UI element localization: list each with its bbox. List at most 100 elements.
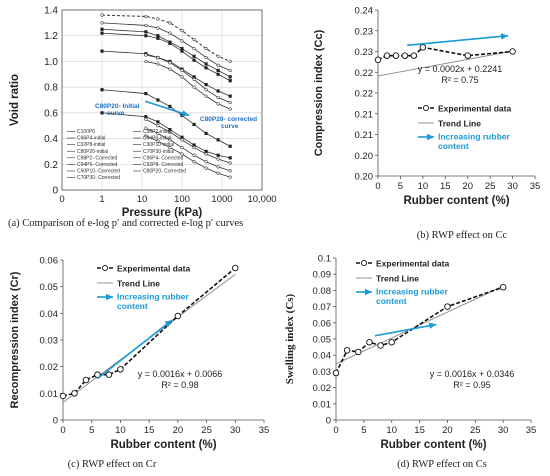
data-point — [156, 55, 160, 60]
x-tick-label: 100 — [174, 194, 190, 205]
data-point — [366, 338, 373, 346]
y-tick-label: 0.22 — [355, 89, 374, 100]
x-tick-label: 1 — [99, 194, 104, 205]
data-point — [192, 75, 196, 79]
x-tick-label: 15 — [440, 181, 451, 192]
x-tick-label: 0 — [333, 425, 338, 436]
x-tick-label: 25 — [201, 425, 212, 436]
x-tick-label: 15 — [144, 425, 155, 436]
data-point — [174, 312, 182, 320]
r-squared: R² = 0.95 — [453, 380, 490, 390]
data-point — [410, 52, 418, 59]
data-point — [228, 169, 232, 173]
y-tick-label: 0.06 — [313, 318, 332, 329]
data-point — [509, 48, 516, 55]
data-point — [228, 75, 232, 79]
series-line — [101, 14, 231, 62]
trend-line — [377, 50, 513, 77]
legend-entry: C92P8- Corrected — [143, 162, 184, 168]
y-tick-label: 0.07 — [313, 302, 332, 313]
annotation-corrected-2: curve — [221, 123, 239, 130]
legend-entry: C98P2- Corrected — [77, 155, 118, 161]
x-tick-label: 0 — [60, 425, 65, 436]
legend-rubber-2: content — [438, 141, 469, 151]
data-point — [168, 104, 172, 109]
data-point — [204, 46, 208, 51]
trend-line — [335, 285, 504, 365]
data-point — [464, 52, 471, 59]
arrow-head — [106, 293, 113, 301]
data-point — [180, 152, 184, 156]
x-tick-label: 30 — [498, 425, 509, 436]
y-tick-label: 0.4 — [44, 134, 58, 145]
data-point — [228, 79, 232, 83]
panel-c: 0 0.01 0.02 0.03 0.04 0.05 0.06 0 5 10 15 20 25 30 35 R… — [9, 256, 269, 471]
data-point — [216, 72, 220, 76]
data-point — [216, 68, 220, 73]
x-tick-label: 25 — [485, 181, 496, 192]
data-point — [401, 52, 409, 59]
data-point — [228, 107, 232, 111]
data-point — [204, 152, 208, 156]
y-tick-label: 0.05 — [40, 282, 59, 293]
y-tick-label: 0.23 — [355, 47, 374, 58]
data-point — [216, 63, 220, 67]
data-point — [156, 36, 160, 40]
data-point — [204, 82, 208, 87]
increasing-arrow — [374, 322, 437, 337]
experimental-line — [335, 286, 504, 374]
data-point — [144, 59, 148, 64]
data-point — [180, 135, 184, 139]
x-tick-label: 30 — [230, 425, 241, 436]
data-point — [82, 376, 90, 384]
y-tick-label: 0.06 — [40, 256, 59, 267]
experimental-line — [377, 46, 513, 61]
legend-entry: C70P30- Corrected — [77, 175, 120, 181]
data-point — [168, 138, 172, 142]
legend: Experimental data Trend Line Increasing ru… — [418, 104, 511, 151]
data-point — [180, 145, 184, 150]
y-axis-label: Void ratio — [9, 74, 21, 126]
data-point — [156, 62, 160, 66]
series-line — [101, 28, 231, 78]
y-tick-label: 0.03 — [313, 367, 332, 378]
legend-entry: C80P20- Corrected — [143, 169, 186, 175]
y-tick-label: 0.02 — [313, 383, 332, 394]
legend-experimental: Experimental data — [376, 259, 449, 269]
y-axis-label: Recompression index (Cr) — [9, 271, 21, 408]
series-line — [145, 127, 231, 172]
data-point — [228, 94, 232, 98]
x-tick-label: 20 — [442, 425, 453, 436]
y-tick-label: 0 — [326, 416, 331, 427]
series-line — [145, 135, 231, 178]
data-point — [156, 98, 160, 102]
legend-entry: C80P20-initial — [77, 149, 108, 155]
y-tick-label: 1.0 — [44, 57, 58, 68]
series-line — [145, 54, 231, 103]
data-point — [144, 34, 148, 38]
data-point — [192, 77, 196, 82]
data-point — [168, 67, 172, 71]
y-tick-label: 0.04 — [313, 351, 332, 362]
data-point — [59, 392, 67, 400]
data-point — [228, 59, 232, 64]
data-point — [204, 166, 208, 170]
data-point — [228, 144, 232, 148]
data-point — [232, 264, 239, 272]
data-point — [419, 44, 427, 51]
x-tick-label: 10 — [386, 425, 397, 436]
legend-entry: C96P4-initial — [77, 136, 105, 142]
data-point — [100, 49, 104, 53]
y-tick-label: 0.09 — [313, 270, 332, 281]
legend-marker — [360, 259, 368, 267]
x-tick-label: 5 — [361, 425, 366, 436]
arrow-head — [427, 133, 434, 141]
legend-rubber-2: content — [117, 301, 148, 311]
x-tick-label: 1000 — [211, 194, 232, 205]
x-tick-label: 15 — [414, 425, 425, 436]
r-squared: R² = 0.75 — [441, 75, 478, 85]
data-point — [168, 61, 172, 65]
data-point — [144, 30, 148, 34]
data-point — [332, 369, 340, 377]
